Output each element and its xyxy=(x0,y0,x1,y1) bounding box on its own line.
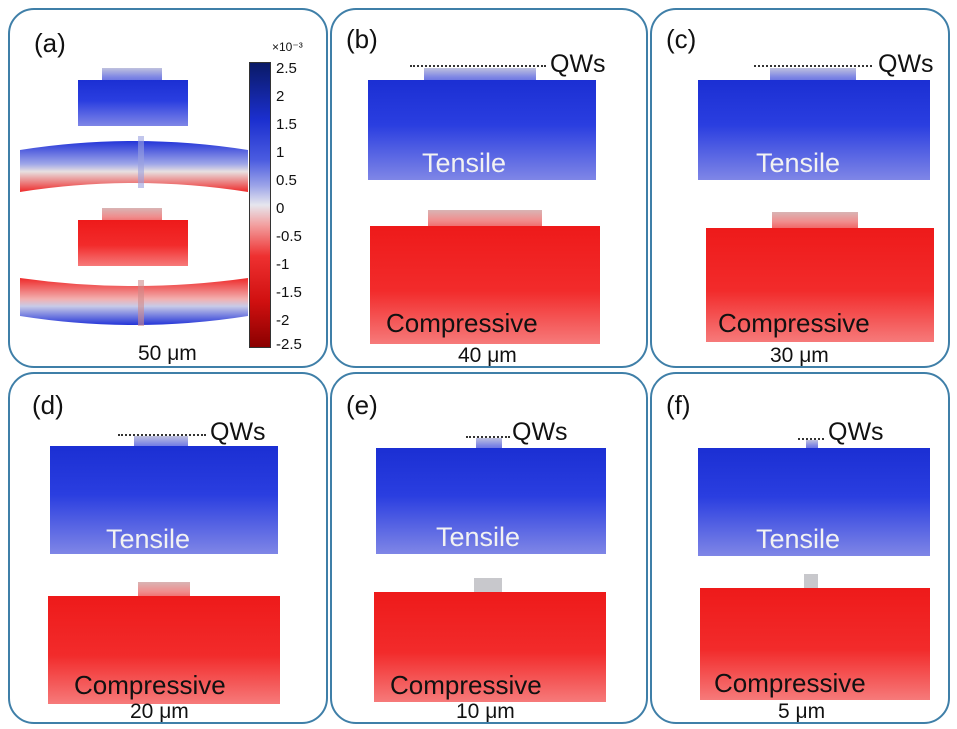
qw-label: QWs xyxy=(512,418,568,446)
compressive-label: Compressive xyxy=(718,308,870,338)
colorbar-tick: -2 xyxy=(276,312,290,329)
qw-marker-line xyxy=(798,438,824,440)
colorbar-exponent: ×10⁻³ xyxy=(272,40,303,54)
colorbar-tick: -0.5 xyxy=(276,228,302,245)
mesa-compressive xyxy=(474,578,502,596)
colorbar xyxy=(249,62,271,348)
substrate-compressive xyxy=(706,228,934,342)
ridge-width-label: 10 μm xyxy=(456,700,515,723)
compressive-label: Compressive xyxy=(386,308,538,338)
qw-label: QWs xyxy=(210,418,266,446)
qw-marker-line xyxy=(466,436,510,438)
substrate-tensile xyxy=(698,448,930,556)
substrate-compressive xyxy=(374,592,606,702)
tensile-label: Tensile xyxy=(756,524,841,554)
bent-beam-tensile xyxy=(20,136,248,192)
substrate-tensile xyxy=(368,80,596,180)
substrate-compressive xyxy=(370,226,600,344)
panel-label: (e) xyxy=(346,390,378,420)
substrate-tensile-small xyxy=(78,80,188,126)
panel-label: (d) xyxy=(32,390,64,420)
qw-marker-line xyxy=(754,65,872,67)
panel-label: (c) xyxy=(666,24,697,54)
panel-c: (c) QWs Tensile Compressive 30 μm xyxy=(650,8,950,368)
panel-label: (b) xyxy=(346,24,378,54)
panel-label: (a) xyxy=(34,28,66,58)
ridge-width-label: 20 μm xyxy=(130,700,189,723)
substrate-compressive xyxy=(48,596,280,704)
panel-a: (a) ×10⁻³ 2.5 2 1.5 1 0.5 0 -0.5 -1 xyxy=(8,8,328,368)
colorbar-tick: 2.5 xyxy=(276,60,297,77)
tensile-label: Tensile xyxy=(422,148,507,178)
compressive-label: Compressive xyxy=(74,670,226,700)
substrate-tensile xyxy=(376,448,606,554)
qw-label: QWs xyxy=(550,50,606,78)
colorbar-tick: 2 xyxy=(276,88,285,105)
substrate-tensile xyxy=(50,446,278,554)
panel-label: (f) xyxy=(666,390,691,420)
substrate-compressive-small xyxy=(78,220,188,266)
colorbar-tick: 0 xyxy=(276,200,285,217)
ridge-width-label: 50 μm xyxy=(138,342,197,365)
bent-beam-compressive xyxy=(20,278,248,326)
tensile-label: Tensile xyxy=(106,524,191,554)
panel-b: (b) QWs Tensile Compressive 40 μm xyxy=(330,8,648,368)
colorbar-tick: 1.5 xyxy=(276,116,297,133)
panel-d: (d) QWs Tensile Compressive 20 μm xyxy=(8,372,328,724)
colorbar-tick: 0.5 xyxy=(276,172,297,189)
colorbar-tick: -1 xyxy=(276,256,290,273)
panel-f: (f) QWs Tensile Compressive 5 μm xyxy=(650,372,950,724)
ridge-width-label: 5 μm xyxy=(778,700,826,723)
qw-marker-line xyxy=(118,434,206,436)
compressive-label: Compressive xyxy=(714,668,866,698)
qw-label: QWs xyxy=(828,418,884,446)
ridge-width-label: 40 μm xyxy=(458,344,517,367)
compressive-label: Compressive xyxy=(390,670,542,700)
tensile-label: Tensile xyxy=(756,148,841,178)
substrate-compressive xyxy=(700,588,930,700)
colorbar-tick: -2.5 xyxy=(276,336,302,353)
qw-label: QWs xyxy=(878,50,934,78)
substrate-tensile xyxy=(698,80,930,180)
colorbar-tick: 1 xyxy=(276,144,285,161)
colorbar-tick: -1.5 xyxy=(276,284,302,301)
ridge-width-label: 30 μm xyxy=(770,344,829,367)
tensile-label: Tensile xyxy=(436,522,521,552)
panel-e: (e) QWs Tensile Compressive 10 μm xyxy=(330,372,648,724)
qw-marker-line xyxy=(410,65,546,67)
